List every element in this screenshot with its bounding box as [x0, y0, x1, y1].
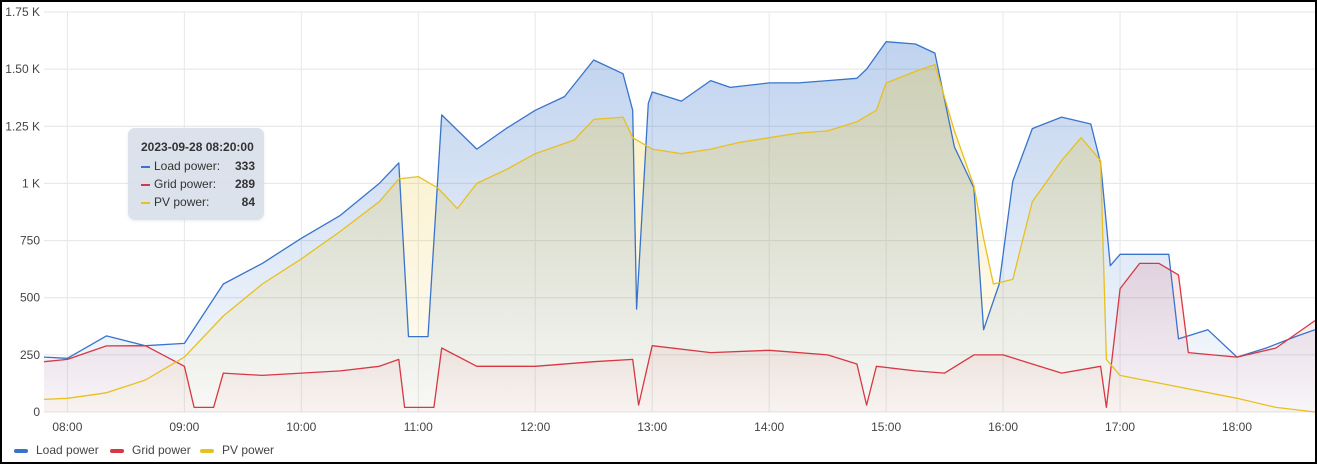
tooltip-swatch-pv: [141, 202, 150, 204]
tooltip-row-pv: PV power: 84: [141, 195, 259, 211]
x-tick-label: 17:00: [1105, 420, 1135, 434]
tooltip-timestamp: 2023-09-28 08:20:00: [141, 140, 254, 154]
x-tick-label: 14:00: [754, 420, 784, 434]
line-grid-power[interactable]: [43, 262, 1315, 409]
tooltip-value-grid: 289: [234, 177, 255, 191]
chart-tooltip: 2023-09-28 08:20:00 Load power: 333 Grid…: [128, 128, 264, 220]
legend-swatch-pv: [200, 449, 214, 453]
y-tick-label: 1.50 K: [5, 62, 40, 76]
tooltip-row-grid: Grid power: 289: [141, 177, 259, 193]
x-tick-label: 11:00: [404, 420, 433, 434]
x-tick-label: 13:00: [637, 420, 667, 434]
tooltip-value-load: 333: [234, 159, 255, 173]
y-tick-label: 250: [20, 348, 40, 362]
x-tick-label: 15:00: [871, 420, 901, 434]
y-tick-label: 1.75 K: [5, 5, 40, 19]
legend-swatch-grid: [110, 449, 124, 453]
x-tick-label: 09:00: [169, 420, 199, 434]
legend-label-load: Load power: [36, 443, 99, 457]
x-tick-label: 10:00: [286, 420, 316, 434]
y-tick-label: 1 K: [22, 176, 40, 190]
x-tick-label: 08:00: [52, 420, 82, 434]
x-tick-label: 12:00: [520, 420, 550, 434]
legend-label-pv: PV power: [222, 443, 275, 457]
y-tick-label: 0: [33, 405, 40, 419]
legend-label-grid: Grid power: [132, 443, 191, 457]
tooltip-label-pv: PV power:: [154, 195, 210, 209]
x-tick-label: 18:00: [1222, 420, 1252, 434]
y-tick-label: 500: [20, 291, 40, 305]
y-tick-label: 750: [20, 234, 40, 248]
legend-swatch-load: [14, 449, 28, 453]
tooltip-row-load: Load power: 333: [141, 159, 259, 175]
area-pv-power: [44, 64, 1315, 412]
y-tick-label: 1.25 K: [5, 119, 40, 133]
x-tick-label: 16:00: [988, 420, 1018, 434]
tooltip-swatch-load: [141, 166, 150, 168]
line-pv-power[interactable]: [43, 63, 1315, 413]
tooltip-swatch-grid: [141, 184, 150, 186]
tooltip-label-grid: Grid power:: [154, 177, 217, 191]
line-load-power[interactable]: [43, 41, 1315, 359]
tooltip-value-pv: 84: [241, 195, 255, 209]
tooltip-label-load: Load power:: [154, 159, 221, 173]
